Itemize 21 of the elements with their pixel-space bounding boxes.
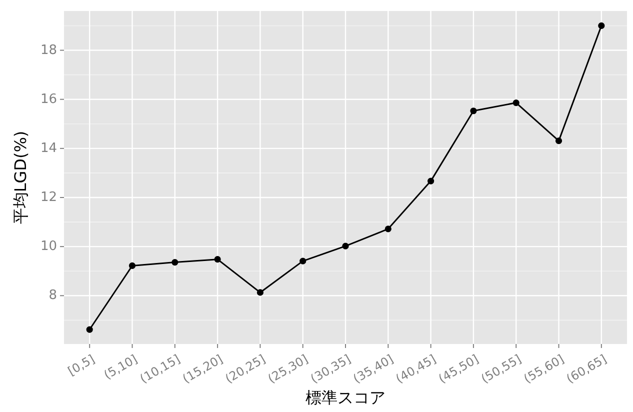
point — [470, 108, 477, 114]
point — [128, 262, 136, 270]
point — [214, 256, 221, 263]
point — [256, 289, 264, 296]
point — [384, 226, 392, 232]
y-tick-label: 10 — [40, 239, 57, 254]
point — [512, 99, 520, 106]
point — [342, 242, 349, 250]
x-axis-title: 標準スコア — [306, 388, 386, 407]
point — [300, 258, 306, 264]
y-axis-title: 平均LGD(%) — [11, 130, 30, 224]
y-tick-label: 8 — [48, 288, 57, 304]
point — [428, 178, 434, 184]
y-tick-label: 18 — [40, 42, 57, 58]
point — [172, 258, 178, 266]
point — [555, 138, 562, 144]
y-tick-label: 14 — [40, 140, 57, 156]
point — [86, 326, 93, 333]
y-tick-label: 12 — [40, 190, 57, 205]
point — [598, 22, 605, 30]
y-tick-label: 16 — [40, 92, 57, 107]
